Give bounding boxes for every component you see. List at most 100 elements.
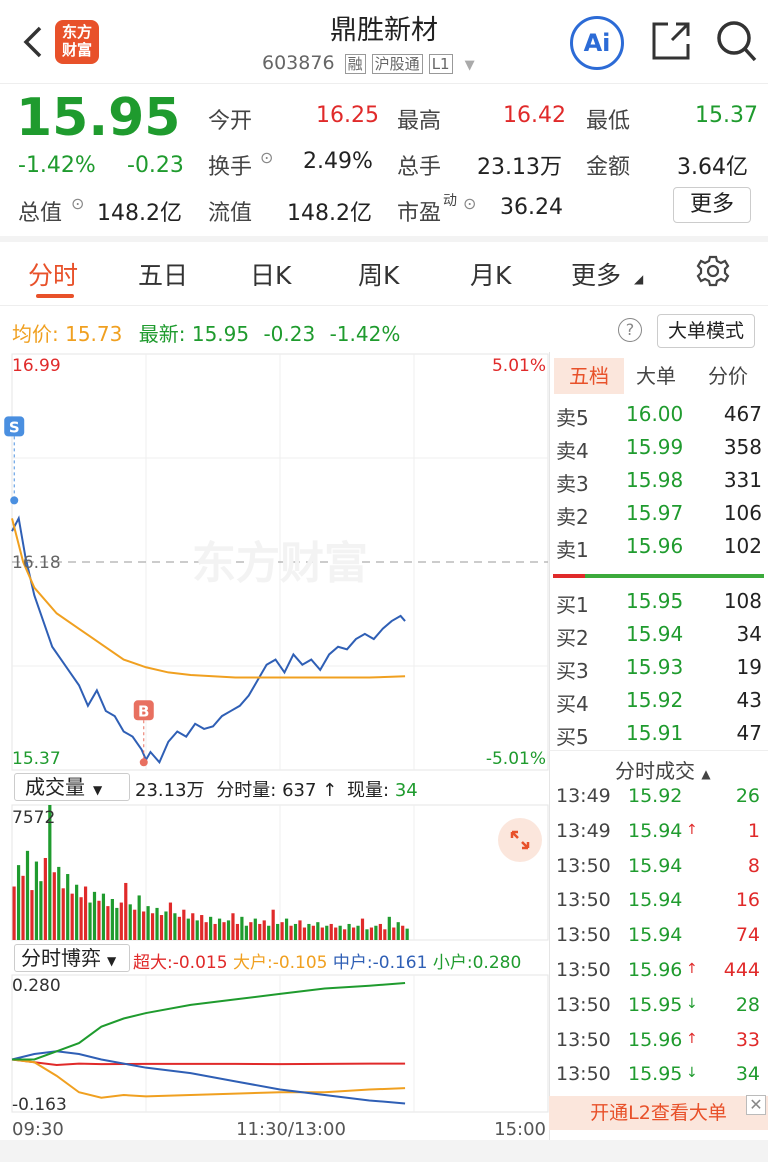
ob-price: 15.92 (626, 688, 684, 712)
expand-icon[interactable] (498, 818, 542, 862)
trade-time: 13:50 (556, 993, 611, 1016)
volume-bar (48, 805, 52, 940)
orderbook-tab-price[interactable]: 分价 (708, 364, 748, 388)
volume-select[interactable]: 成交量 ▼ (14, 773, 130, 801)
price-chart[interactable]: 东方财富 16.99 16.18 15.37 5.01% -5.01% S B (4, 353, 549, 771)
ob-label: 买3 (556, 659, 589, 683)
volume-bar (168, 902, 173, 940)
ask-row[interactable]: 卖2 15.97 106 (554, 501, 764, 534)
help-icon[interactable]: ? (618, 318, 642, 342)
caret-icon: ◢ (634, 272, 644, 286)
info-icon[interactable]: ⊙ (463, 194, 477, 213)
volume-bar (21, 875, 25, 940)
stock-code-row: 603876 融 沪股通 L1 ▼ (262, 52, 475, 74)
avg-label: 均价: (12, 322, 59, 346)
volume-bar (280, 922, 284, 940)
volume-bar (34, 861, 39, 940)
ob-price: 15.95 (626, 589, 684, 613)
share-icon[interactable] (650, 20, 692, 62)
volume-bar (142, 911, 146, 940)
divider (0, 305, 768, 306)
volume-bar (177, 916, 181, 940)
ob-volume: 331 (723, 468, 762, 492)
volume-bar (97, 900, 101, 940)
trade-arrow: ↑ (686, 821, 698, 838)
volume-bar (182, 909, 186, 940)
volume-bar (231, 913, 235, 940)
close-icon[interactable]: ✕ (746, 1095, 766, 1115)
ob-volume: 106 (723, 501, 762, 525)
volume-bar (307, 923, 311, 940)
settings-gear-icon[interactable] (696, 254, 730, 288)
ask-row[interactable]: 卖3 15.98 331 (554, 468, 764, 501)
orderbook: 五档 大单 分价 (549, 352, 768, 752)
ob-volume: 102 (723, 534, 762, 558)
stat-volume-value: 23.13万 (477, 155, 562, 180)
volume-bar (217, 918, 222, 940)
volume-bar (244, 925, 248, 940)
orderbook-tab-five[interactable]: 五档 (554, 358, 624, 394)
volume-bar (325, 925, 329, 940)
promo-banner[interactable]: 开通L2查看大单 (549, 1096, 768, 1130)
legend-small: 小户:0.280 (432, 953, 522, 973)
stat-low-value: 15.37 (695, 103, 758, 128)
search-icon[interactable] (714, 18, 758, 64)
bid-row[interactable]: 买4 15.92 43 (554, 688, 764, 721)
bid-row[interactable]: 买1 15.95 108 (554, 589, 764, 622)
volume-chart[interactable]: 7572 (11, 804, 549, 941)
stat-high-value: 16.42 (503, 103, 566, 128)
volume-bar (253, 918, 257, 940)
trade-time: 13:50 (556, 889, 611, 912)
tab-weekly-k[interactable]: 周K (358, 261, 400, 290)
latest-pct: -1.42% (329, 322, 401, 346)
trade-price: 15.95 (628, 993, 683, 1016)
game-select[interactable]: 分时博弈 ▼ (14, 944, 130, 972)
stock-name: 鼎胜新材 (330, 15, 438, 46)
tab-5day[interactable]: 五日 (138, 261, 189, 290)
orderbook-tab-big[interactable]: 大单 (636, 364, 676, 388)
volume-bar (25, 850, 30, 940)
back-icon[interactable] (18, 24, 48, 60)
marker-dot (139, 758, 148, 767)
volume-bar (61, 888, 65, 940)
trade-volume: 74 (735, 924, 760, 947)
volume-bar (137, 895, 141, 940)
bottom-divider (0, 1140, 768, 1162)
volume-bar (338, 925, 342, 940)
bid-row[interactable]: 买5 15.91 47 (554, 721, 764, 754)
trade-volume: 444 (723, 959, 760, 981)
info-icon[interactable]: ⊙ (71, 194, 85, 213)
tab-monthly-k[interactable]: 月K (470, 261, 512, 290)
volume-bar (75, 884, 79, 940)
ask-row[interactable]: 卖5 16.00 467 (554, 402, 764, 435)
volume-bar (39, 881, 43, 940)
volume-bar (16, 865, 21, 940)
tab-intraday[interactable]: 分时 (28, 261, 79, 290)
tab-daily-k[interactable]: 日K (250, 261, 292, 290)
ask-row[interactable]: 卖1 15.96 102 (554, 534, 764, 567)
info-bar: 均价: 15.73 最新: 15.95 -0.23 -1.42% (12, 318, 400, 347)
game-select-label: 分时博弈 (21, 946, 101, 970)
bid-row[interactable]: 买3 15.93 19 (554, 655, 764, 688)
bid-row[interactable]: 买2 15.94 34 (554, 622, 764, 655)
stat-float-value: 148.2亿 (287, 201, 372, 226)
volume-bar (396, 922, 400, 940)
game-chart[interactable]: 0.280 -0.163 09:30 11:30/13:00 15:00 (11, 974, 549, 1140)
more-button[interactable]: 更多 (673, 187, 751, 223)
tab-more[interactable]: 更多 (571, 261, 622, 290)
trades-title[interactable]: 分时成交 ▲ (615, 759, 711, 783)
ai-button[interactable]: Ai (570, 16, 624, 70)
info-icon[interactable]: ⊙ (260, 148, 274, 167)
volume-bar (284, 918, 289, 940)
big-order-mode-button[interactable]: 大单模式 (657, 314, 755, 348)
volume-bar (356, 925, 360, 940)
ask-row[interactable]: 卖4 15.99 358 (554, 435, 764, 468)
volume-bar (150, 913, 155, 940)
latest-label: 最新: (138, 322, 186, 346)
dropdown-caret-icon[interactable]: ▼ (464, 58, 475, 73)
stat-mktcap-label: 总值 (18, 201, 63, 226)
avg-value: 15.73 (65, 322, 123, 346)
stat-low-label: 最低 (586, 109, 631, 134)
y-label-low: 15.37 (12, 749, 61, 769)
trade-time: 13:49 (556, 785, 611, 807)
